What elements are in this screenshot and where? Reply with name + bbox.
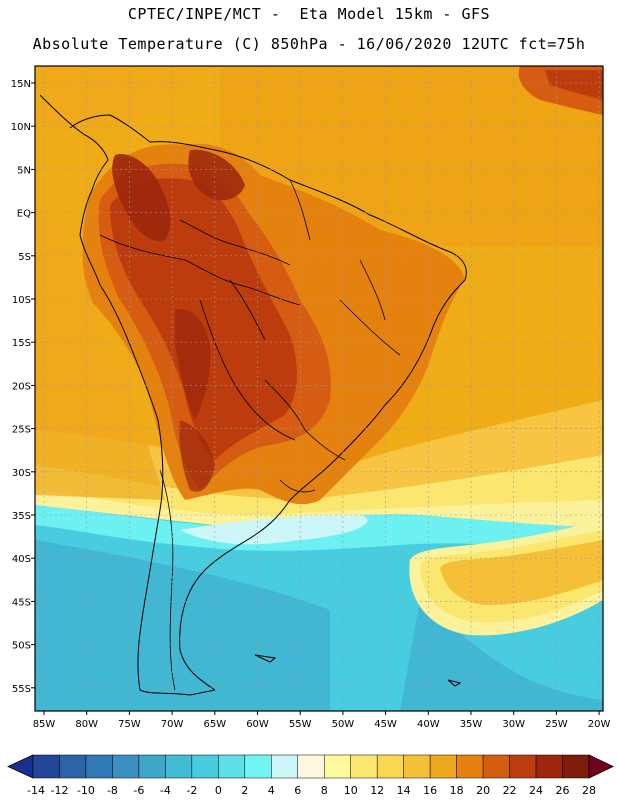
colorbar-swatch <box>218 754 246 779</box>
lat-label: 40S <box>12 554 31 565</box>
lat-label: 5N <box>17 165 31 176</box>
colorbar-swatch <box>429 754 457 779</box>
lat-label: 15N <box>11 79 31 90</box>
lat-label: 10S <box>12 295 31 306</box>
colorbar-swatch <box>403 754 431 779</box>
lon-label: 30W <box>502 719 525 730</box>
map-frame <box>34 65 604 712</box>
lat-label: 50S <box>12 641 31 652</box>
colorbar-tick-label: 26 <box>556 784 570 797</box>
colorbar-swatch <box>165 754 193 779</box>
colorbar-tick-label: 2 <box>241 784 248 797</box>
colorbar-tick-label: 6 <box>294 784 301 797</box>
colorbar-tick-label: 28 <box>582 784 596 797</box>
colorbar-tick-label: -2 <box>186 784 197 797</box>
colorbar-tick-label: 18 <box>450 784 464 797</box>
colorbar-swatch <box>350 754 378 779</box>
colorbar-swatch <box>376 754 404 779</box>
lon-label: 40W <box>417 719 440 730</box>
colorbar-swatch <box>509 754 537 779</box>
colorbar-swatch <box>112 754 140 779</box>
colorbar-swatch <box>244 754 272 779</box>
colorbar-tick-label: -4 <box>160 784 171 797</box>
lat-label: 20S <box>12 381 31 392</box>
colorbar-tick-label: -12 <box>50 784 68 797</box>
lat-label: 45S <box>12 597 31 608</box>
longitude-labels: 85W 80W 75W 70W 65W 60W 55W 50W 45W 40W 35W 30W 25W 2… <box>33 711 611 730</box>
colorbar-swatch <box>456 754 484 779</box>
colorbar-tick-label: 8 <box>321 784 328 797</box>
colorbar-tick-label: -10 <box>77 784 95 797</box>
colorbar-tick-label: 12 <box>370 784 384 797</box>
lat-label: 25S <box>12 425 31 436</box>
lat-label: 10N <box>11 122 31 133</box>
colorbar-over-arrow <box>588 754 614 779</box>
latitude-labels: 15N 10N 5N EQ 5S 10S 15S 20S 25S 30S 35S 40S 45S 50S 5… <box>11 79 35 695</box>
lon-label: 85W <box>33 719 56 730</box>
chart-subtitle: Absolute Temperature (C) 850hPa - 16/06/… <box>32 35 586 53</box>
colorbar-tick-label: 24 <box>529 784 543 797</box>
colorbar-swatch <box>323 754 351 779</box>
lon-label: 60W <box>246 719 269 730</box>
colorbar-tick-label: -8 <box>107 784 118 797</box>
colorbar-tick-label: 22 <box>503 784 517 797</box>
lon-label: 80W <box>75 719 98 730</box>
colorbar-tick-label: 20 <box>476 784 490 797</box>
colorbar-under-arrow <box>7 754 34 779</box>
colorbar-tick-label: -6 <box>133 784 144 797</box>
colorbar-swatch <box>297 754 325 779</box>
colorbar-swatch <box>271 754 299 779</box>
lon-label: 45W <box>374 719 397 730</box>
lat-label: 30S <box>12 468 31 479</box>
colorbar-tick-label: -14 <box>27 784 45 797</box>
colorbar-swatch <box>482 754 510 779</box>
colorbar-tick-label: 14 <box>397 784 411 797</box>
lon-label: 20W <box>588 719 611 730</box>
chart-title: CPTEC/INPE/MCT - Eta Model 15km - GFS <box>127 5 491 23</box>
colorbar-swatch <box>191 754 219 779</box>
colorbar-swatch <box>138 754 166 779</box>
colorbar-swatch <box>562 754 590 779</box>
lat-label: 15S <box>12 338 31 349</box>
lon-label: 55W <box>289 719 312 730</box>
lon-label: 75W <box>118 719 141 730</box>
lon-label: 25W <box>545 719 568 730</box>
temperature-field <box>35 66 603 711</box>
colorbar-tick-label: 4 <box>268 784 275 797</box>
colorbar-tick-label: 10 <box>344 784 358 797</box>
lon-label: 50W <box>332 719 355 730</box>
lon-label: 70W <box>161 719 184 730</box>
colorbar-swatch <box>59 754 87 779</box>
lat-label: 5S <box>18 252 31 263</box>
colorbar-tick-label: 0 <box>215 784 222 797</box>
country-borders <box>99 179 401 691</box>
lat-label: 55S <box>12 684 31 695</box>
colorbar: -14 -12 -10 -8 -6 -4 -2 0 2 4 6 8 10 12 14 16 18 20 22 24 26… <box>7 754 614 797</box>
colorbar-tick-label: 16 <box>423 784 437 797</box>
colorbar-swatch <box>32 754 60 779</box>
lon-label: 35W <box>460 719 483 730</box>
colorbar-swatch <box>535 754 563 779</box>
lat-label: EQ <box>17 209 31 220</box>
lon-label: 65W <box>203 719 226 730</box>
lat-label: 35S <box>12 511 31 522</box>
colorbar-swatch <box>85 754 113 779</box>
